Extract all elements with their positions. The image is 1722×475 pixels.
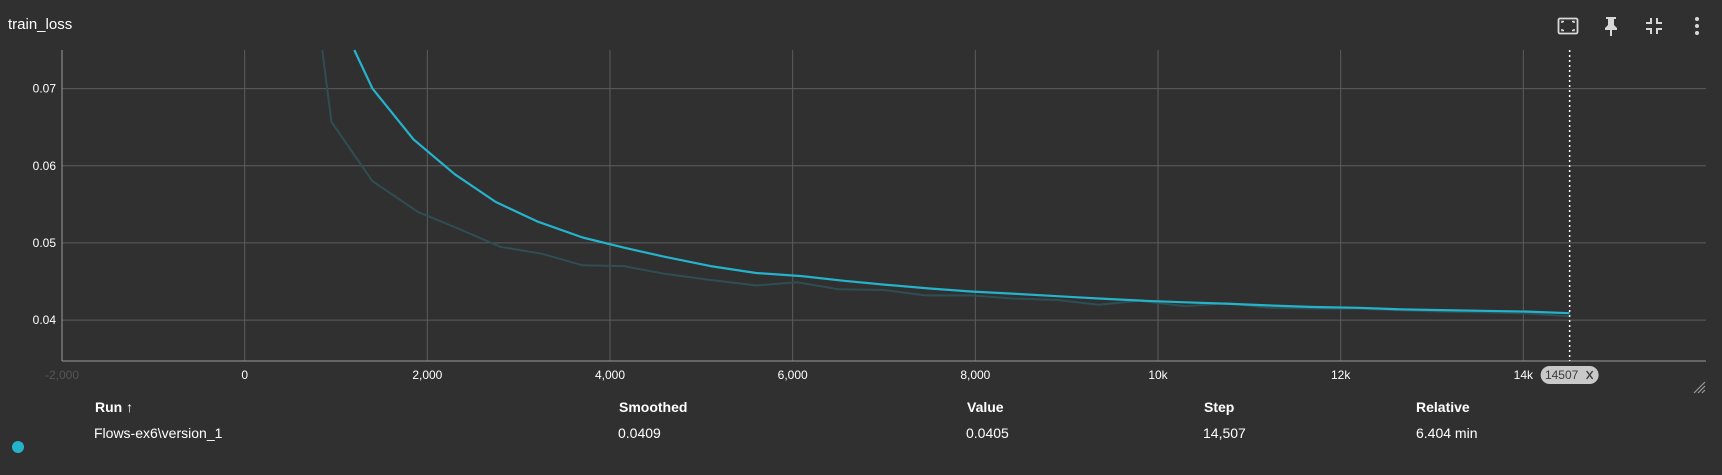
relative-time: 6.404 min (1416, 425, 1478, 441)
y-tick-label: 0.06 (33, 159, 57, 173)
x-tick-label: -2,000 (45, 368, 79, 382)
step-cursor-label: 14507 (1545, 368, 1579, 382)
column-header-smoothed[interactable]: Smoothed (619, 399, 688, 415)
x-tick-label: 6,000 (778, 368, 808, 382)
column-header-value[interactable]: Value (967, 399, 1004, 415)
pin-icon[interactable] (1599, 14, 1623, 38)
x-tick-label: 0 (241, 368, 248, 382)
x-tick-label: 2,000 (412, 368, 442, 382)
collapse-icon[interactable] (1642, 14, 1666, 38)
more-vert-icon[interactable] (1685, 14, 1709, 38)
step-value: 14,507 (1203, 425, 1246, 441)
resize-handle[interactable] (1693, 381, 1706, 394)
column-header-relative[interactable]: Relative (1416, 399, 1470, 415)
run-color-indicator (12, 441, 24, 453)
raw-series-line (321, 49, 1570, 318)
y-tick-label: 0.04 (33, 313, 57, 327)
chart-title: train_loss (8, 16, 73, 33)
x-tick-label: 8,000 (960, 368, 990, 382)
raw-value: 0.0405 (966, 425, 1009, 441)
line-chart[interactable]: -2,000 0 2,000 4,000 6,000 8,000 10k 12k 14k 0.04… (0, 0, 1722, 395)
column-header-run[interactable]: Run ↑ (95, 399, 134, 415)
step-cursor-chip[interactable]: 14507 (1540, 366, 1599, 384)
smoothed-series-line (353, 49, 1570, 315)
y-tick-label: 0.07 (33, 82, 57, 96)
close-icon[interactable] (1586, 370, 1594, 380)
y-tick-label: 0.05 (33, 236, 57, 250)
x-tick-label: 14k (1514, 368, 1534, 382)
run-name: Flows-ex6\version_1 (94, 425, 223, 441)
column-header-step[interactable]: Step (1204, 399, 1235, 415)
x-tick-label: 10k (1148, 368, 1168, 382)
x-tick-label: 4,000 (595, 368, 625, 382)
smoothed-value: 0.0409 (618, 425, 661, 441)
x-tick-label: 12k (1331, 368, 1351, 382)
fit-domain-icon[interactable] (1556, 14, 1580, 38)
